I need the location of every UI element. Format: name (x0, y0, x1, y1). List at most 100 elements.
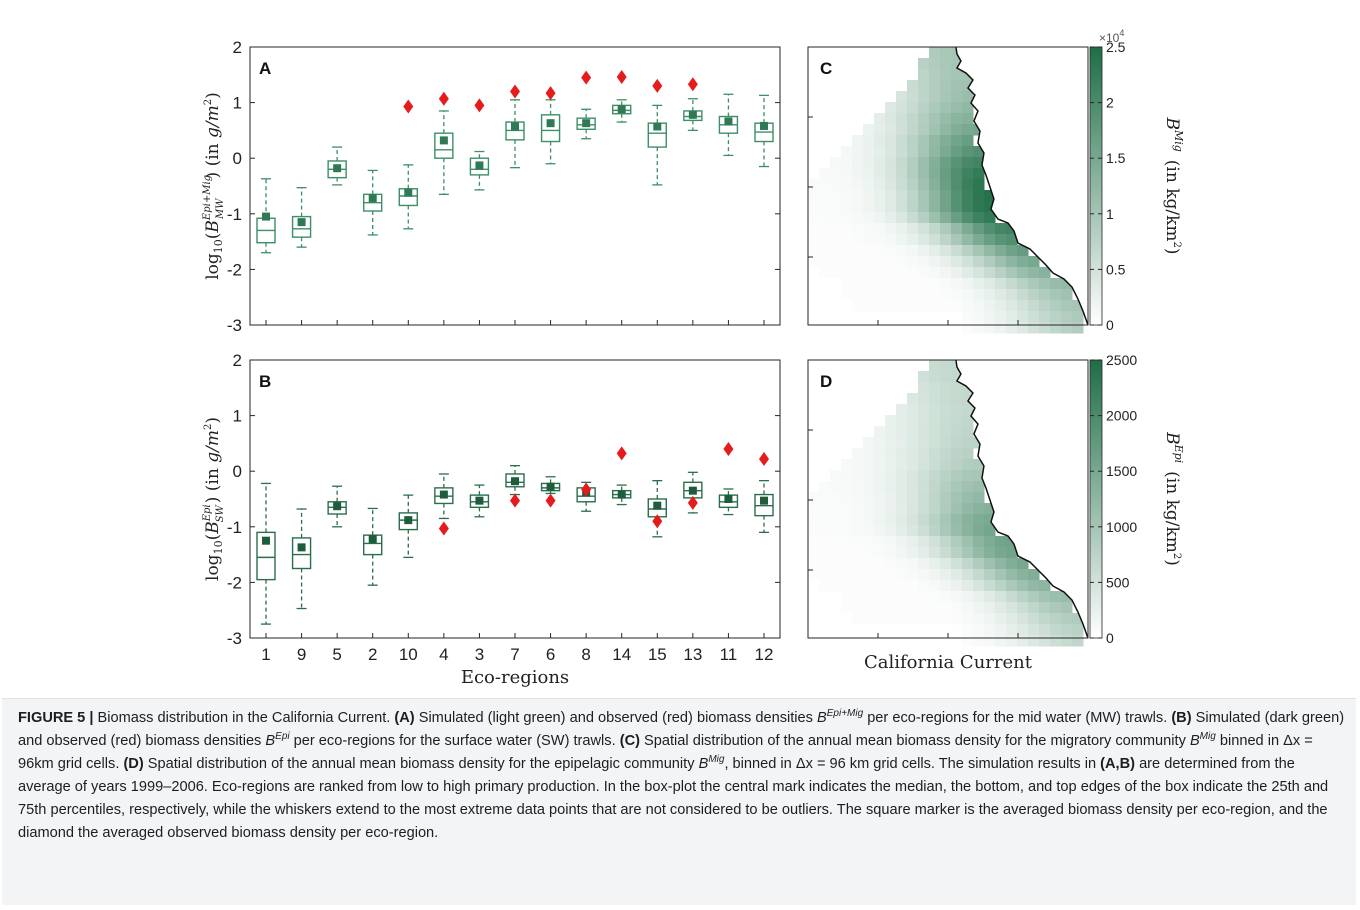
mean-square (439, 490, 448, 499)
map-cell (907, 113, 919, 125)
map-cell (841, 503, 853, 515)
map-cell (962, 311, 974, 323)
map-cell (841, 256, 853, 268)
map-cell (1039, 602, 1051, 614)
map-cell (1061, 602, 1073, 614)
map-cell (951, 481, 963, 493)
caption-s4-base: B (698, 756, 709, 772)
map-cell (874, 146, 886, 158)
map-cell (907, 179, 919, 191)
map-cell (852, 547, 864, 559)
map-cell (1028, 278, 1040, 290)
map-cell (1006, 245, 1018, 257)
caption-figure-label: FIGURE 5 | (18, 710, 94, 726)
map-cell (1017, 278, 1029, 290)
box (291, 215, 312, 238)
map-cell (995, 245, 1007, 257)
map-cell (819, 569, 831, 581)
map-cell (962, 146, 974, 158)
map-cell (885, 514, 897, 526)
map-cell (896, 558, 908, 570)
map-cell (896, 234, 908, 246)
map-cell (841, 591, 853, 603)
map-cell (951, 256, 963, 268)
map-cell (918, 437, 930, 449)
map-cell (885, 212, 897, 224)
map-cell (819, 245, 831, 257)
caption-p3: per eco-regions for the mid water (MW) t… (863, 710, 1172, 726)
map-cell (973, 569, 985, 581)
map-cell (907, 146, 919, 158)
map-cell (940, 481, 952, 493)
mean-square (653, 501, 662, 510)
map-cell (1017, 624, 1029, 636)
map-cell (951, 514, 963, 526)
caption-s1-sup: Epi+Mig (826, 708, 864, 719)
map-cell (940, 223, 952, 235)
map-cell (1028, 322, 1040, 334)
map-cell (951, 69, 963, 81)
map-cell (995, 558, 1007, 570)
map-cell (962, 278, 974, 290)
map-cell (896, 514, 908, 526)
map-cell (819, 481, 831, 493)
map-cell (929, 168, 941, 180)
map-cell (874, 212, 886, 224)
colorbar-tick-label: 0 (1106, 630, 1114, 646)
mean-square (511, 477, 519, 486)
map-cell (929, 613, 941, 625)
x-tick-label: 12 (755, 645, 774, 664)
map-cell (885, 503, 897, 515)
x-tick-label: 9 (297, 645, 306, 664)
map-cell (929, 201, 941, 213)
y-tick-label: 2 (233, 351, 242, 370)
map-cell (874, 591, 886, 603)
map-cell (962, 256, 974, 268)
box (469, 157, 490, 176)
map-cell (1039, 591, 1051, 603)
map-cell (984, 278, 996, 290)
map-cell (907, 415, 919, 427)
map-cell (841, 525, 853, 537)
x-tick-label: 13 (683, 645, 702, 664)
map-cell (984, 289, 996, 301)
map-cell (984, 201, 996, 213)
map-cell (896, 113, 908, 125)
map-cell (962, 602, 974, 614)
map-cell (830, 470, 842, 482)
colorbar-tick-label: 1.5 (1106, 150, 1126, 166)
map-cell (907, 459, 919, 471)
observed-diamond (581, 482, 592, 497)
map-cell (918, 289, 930, 301)
map-cell (874, 481, 886, 493)
map-cell (885, 256, 897, 268)
map-cell (852, 212, 864, 224)
box (505, 473, 525, 488)
map-cell (863, 300, 875, 312)
map-cell (1061, 591, 1073, 603)
map-cell (907, 602, 919, 614)
map-cell (863, 514, 875, 526)
observed-diamond (616, 70, 627, 85)
map-cell (808, 525, 820, 537)
map-cell (973, 190, 985, 202)
map-cell (973, 256, 985, 268)
panel-a-boxes (256, 70, 774, 325)
panel-d-letter: D (820, 372, 832, 391)
panel-a-y-ticks: 2 1 0 -1 -2 -3 (227, 38, 780, 335)
map-cell (962, 113, 974, 125)
mean-square (297, 543, 306, 552)
panel-c: C 2.521.510.50 ×104 BMig(in kg/km2) (807, 28, 1185, 334)
map-cell (1039, 613, 1051, 625)
map-cell (863, 569, 875, 581)
map-cell (918, 80, 930, 92)
map-cell (940, 470, 952, 482)
map-cell (940, 591, 952, 603)
map-cell (951, 404, 963, 416)
map-cell (929, 102, 941, 114)
caption-s3-base: B (1189, 733, 1200, 749)
map-cell (907, 300, 919, 312)
map-cell (940, 179, 952, 191)
map-cell (907, 91, 919, 103)
x-tick-label: 7 (510, 645, 519, 664)
